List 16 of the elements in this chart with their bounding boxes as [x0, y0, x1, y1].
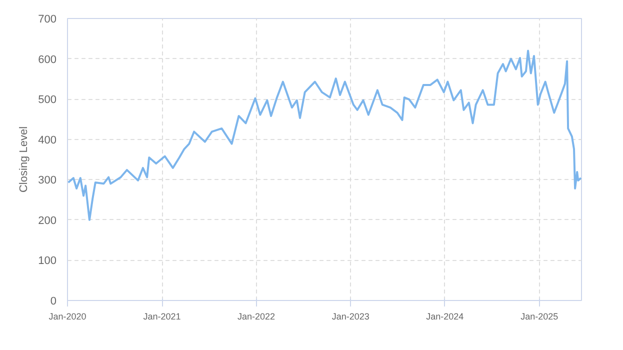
line-series: [68, 50, 582, 221]
x-tick-label: Jan-2021: [143, 312, 181, 322]
x-tick-label: Jan-2023: [332, 312, 370, 322]
x-tick-label: Jan-2020: [48, 312, 86, 322]
y-tick-label: 500: [38, 94, 57, 106]
y-axis-title: Closing Level: [18, 126, 30, 193]
y-tick-label: 600: [38, 54, 57, 66]
x-tick-label: Jan-2025: [520, 312, 558, 322]
y-tick-label: 700: [38, 14, 57, 26]
x-tick-label: Jan-2022: [238, 312, 276, 322]
y-tick-label: 200: [38, 214, 57, 227]
y-tick-label: 300: [38, 174, 57, 187]
y-tick-label: 100: [38, 255, 57, 268]
y-tick-label: 400: [38, 134, 57, 146]
y-tick-label: 0: [50, 296, 57, 308]
x-tick-label: Jan-2024: [426, 312, 464, 322]
